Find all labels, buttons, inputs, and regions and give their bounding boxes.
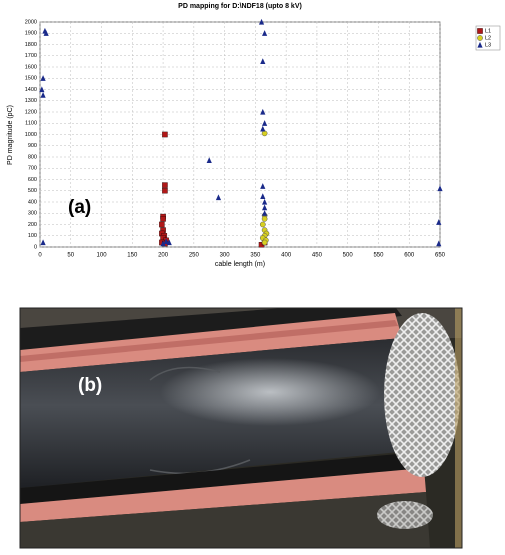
y-tick-label: 300	[28, 211, 37, 217]
figure: 0100200300400500600700800900100011001200…	[0, 0, 505, 550]
y-tick-label: 1900	[25, 31, 37, 37]
x-tick-label: 50	[67, 253, 74, 259]
x-tick-label: 350	[250, 253, 261, 259]
y-axis-label: PD magnitude (pC)	[7, 105, 14, 165]
x-tick-label: 650	[435, 253, 446, 259]
x-tick-label: 550	[373, 253, 384, 259]
y-tick-label: 100	[28, 233, 37, 239]
y-tick-label: 1500	[25, 76, 37, 82]
y-tick-label: 1800	[25, 42, 37, 48]
legend-label: L3	[485, 42, 491, 48]
y-tick-label: 900	[28, 143, 37, 149]
x-tick-label: 500	[343, 253, 354, 259]
legend-marker	[477, 28, 482, 33]
y-tick-label: 700	[28, 166, 37, 172]
marker	[160, 216, 165, 221]
x-tick-label: 200	[158, 253, 169, 259]
y-tick-label: 1700	[25, 53, 37, 59]
photo	[20, 300, 462, 548]
y-tick-label: 1100	[25, 121, 37, 127]
x-tick-label: 0	[38, 253, 42, 259]
marker	[162, 183, 167, 188]
y-tick-label: 500	[28, 188, 37, 194]
marker	[260, 222, 265, 227]
x-tick-label: 300	[220, 253, 231, 259]
y-tick-label: 1300	[25, 98, 37, 104]
y-tick-label: 1400	[25, 87, 37, 93]
y-tick-label: 0	[34, 244, 37, 250]
x-tick-label: 250	[189, 253, 200, 259]
x-tick-label: 150	[127, 253, 138, 259]
chart-title: PD mapping for D:\NDF18 (upto 8 kV)	[178, 3, 302, 10]
y-tick-label: 600	[28, 177, 37, 183]
x-axis-label: cable length (m)	[215, 261, 265, 268]
y-tick-label: 1000	[25, 132, 37, 138]
photo-label: (b)	[78, 375, 102, 396]
x-tick-label: 450	[312, 253, 323, 259]
y-tick-label: 200	[28, 222, 37, 228]
y-tick-label: 400	[28, 199, 37, 205]
y-tick-label: 1600	[25, 64, 37, 70]
legend-label: L2	[485, 35, 491, 41]
marker	[262, 240, 267, 245]
x-tick-label: 600	[404, 253, 415, 259]
panel-label: (a)	[68, 197, 91, 218]
marker	[162, 132, 167, 137]
marker	[262, 216, 267, 221]
y-tick-label: 2000	[25, 19, 37, 25]
legend-marker	[477, 35, 482, 40]
marker	[262, 131, 267, 136]
legend-label: L1	[485, 28, 491, 34]
marker	[159, 222, 164, 227]
y-tick-label: 800	[28, 154, 37, 160]
y-tick-label: 1200	[25, 109, 37, 115]
marker	[162, 188, 167, 193]
x-tick-label: 100	[97, 253, 108, 259]
x-tick-label: 400	[281, 253, 292, 259]
